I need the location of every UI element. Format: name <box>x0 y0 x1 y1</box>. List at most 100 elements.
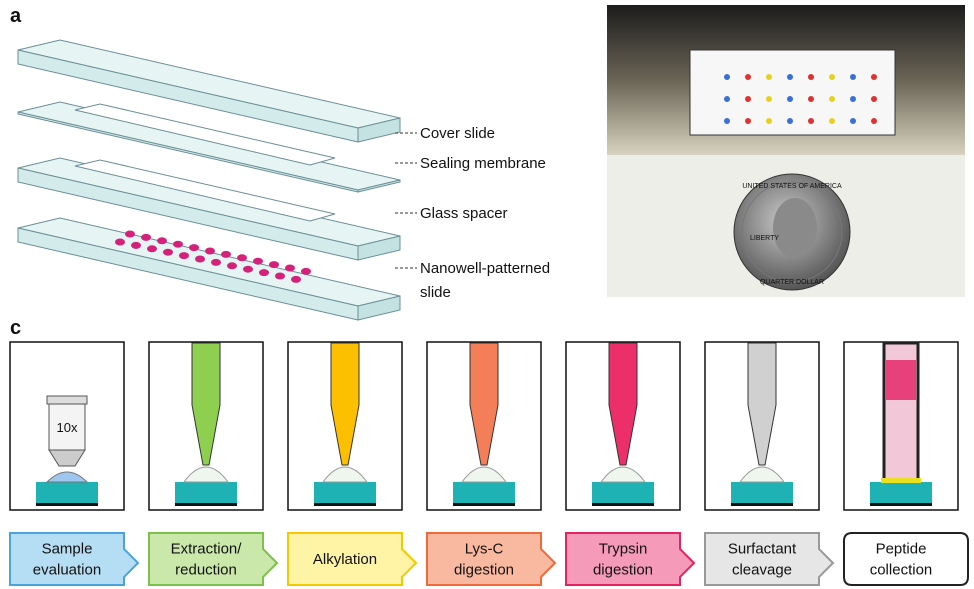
substrate <box>731 482 793 504</box>
base <box>36 503 98 506</box>
window <box>74 103 336 166</box>
step-label: Lys-C <box>465 541 504 558</box>
base <box>731 503 793 506</box>
nanowell-dot <box>829 118 835 124</box>
objective-label: 10x <box>57 420 78 435</box>
step-label-shape <box>9 532 140 586</box>
step-label-shape <box>148 532 279 586</box>
nanowell <box>301 267 311 275</box>
coin-text: QUARTER DOLLAR <box>760 279 824 286</box>
slide-side <box>357 179 401 193</box>
step-label-shape <box>287 532 418 586</box>
step-label: digestion <box>454 562 514 579</box>
nanowell-dot <box>787 96 793 102</box>
nanowell <box>221 250 231 258</box>
nanowell-dot <box>871 118 877 124</box>
panel-label: c <box>10 317 21 339</box>
nanowell <box>275 272 285 280</box>
nanowell <box>227 262 237 270</box>
nanowell-dot <box>850 118 856 124</box>
step-label: cleavage <box>732 562 792 579</box>
nanowell <box>147 245 157 253</box>
nanowell <box>189 244 199 252</box>
step-label-shape <box>426 532 557 586</box>
nanowell <box>253 257 263 265</box>
step-label: digestion <box>593 562 653 579</box>
photo: UNITED STATES OF AMERICA LIBERTY QUARTER… <box>607 5 965 297</box>
slide-side <box>357 117 401 143</box>
nanowell <box>179 252 189 260</box>
nanowell <box>115 238 125 246</box>
nanowell <box>259 269 269 277</box>
nanowell-dot <box>787 74 793 80</box>
nanowell-dot <box>829 74 835 80</box>
nanowell-dot <box>745 118 751 124</box>
substrate <box>36 482 98 504</box>
pipette <box>469 342 499 466</box>
nanowell-dot <box>871 96 877 102</box>
nanowell-dot <box>871 74 877 80</box>
panel-label: a <box>10 5 22 27</box>
step-label: Peptide <box>876 541 927 558</box>
step-label: reduction <box>175 562 237 579</box>
nanowell <box>195 255 205 263</box>
nanowell-dot <box>808 118 814 124</box>
substrate <box>314 482 376 504</box>
step-label-shape <box>565 532 696 586</box>
objective <box>48 401 86 451</box>
objective-tip <box>48 449 86 467</box>
nanowell-dot <box>724 74 730 80</box>
pipette <box>747 342 777 466</box>
base <box>175 503 237 506</box>
substrate <box>453 482 515 504</box>
nanowell-dot <box>766 74 772 80</box>
nanowell <box>173 240 183 248</box>
window <box>74 159 336 222</box>
nanowell-dot <box>829 96 835 102</box>
droplet <box>183 466 229 483</box>
step-label: Extraction/ <box>171 541 243 558</box>
pipette <box>191 342 221 466</box>
substrate <box>175 482 237 504</box>
nanowell <box>285 264 295 272</box>
nanowell-dot <box>766 96 772 102</box>
nanowell <box>291 275 301 283</box>
substrate <box>592 482 654 504</box>
nanowell-dot <box>808 96 814 102</box>
step-label: Alkylation <box>313 551 377 568</box>
layer-label: Glass spacer <box>420 205 508 222</box>
nanowell-dot <box>850 96 856 102</box>
nanowell-dot <box>766 118 772 124</box>
nanowell-dot <box>745 74 751 80</box>
base <box>314 503 376 506</box>
droplet <box>322 466 368 483</box>
nanowell <box>131 241 141 249</box>
nanowell <box>205 247 215 255</box>
slide-side <box>357 295 401 321</box>
nanowell-dot <box>850 74 856 80</box>
slide-side <box>357 235 401 261</box>
nanowell <box>243 265 253 273</box>
coin-text: LIBERTY <box>750 235 779 242</box>
objective-cap <box>46 395 88 405</box>
substrate <box>870 482 932 504</box>
droplet <box>461 466 507 483</box>
layer-label: slide <box>420 284 451 301</box>
nanowell <box>163 248 173 256</box>
base <box>870 503 932 506</box>
nanowell <box>141 233 151 241</box>
pipette <box>608 342 638 466</box>
nanowell-dot <box>808 74 814 80</box>
nanowell-dot <box>745 96 751 102</box>
droplet <box>739 466 785 483</box>
column-plug <box>881 478 921 483</box>
pipette <box>330 342 360 466</box>
nanowell-dot <box>787 118 793 124</box>
nanowell <box>211 258 221 266</box>
nanowell-dot <box>724 96 730 102</box>
nanowell <box>125 230 135 238</box>
layer-label: Cover slide <box>420 125 495 142</box>
base <box>592 503 654 506</box>
layer-label: Nanowell-patterned <box>420 260 550 277</box>
